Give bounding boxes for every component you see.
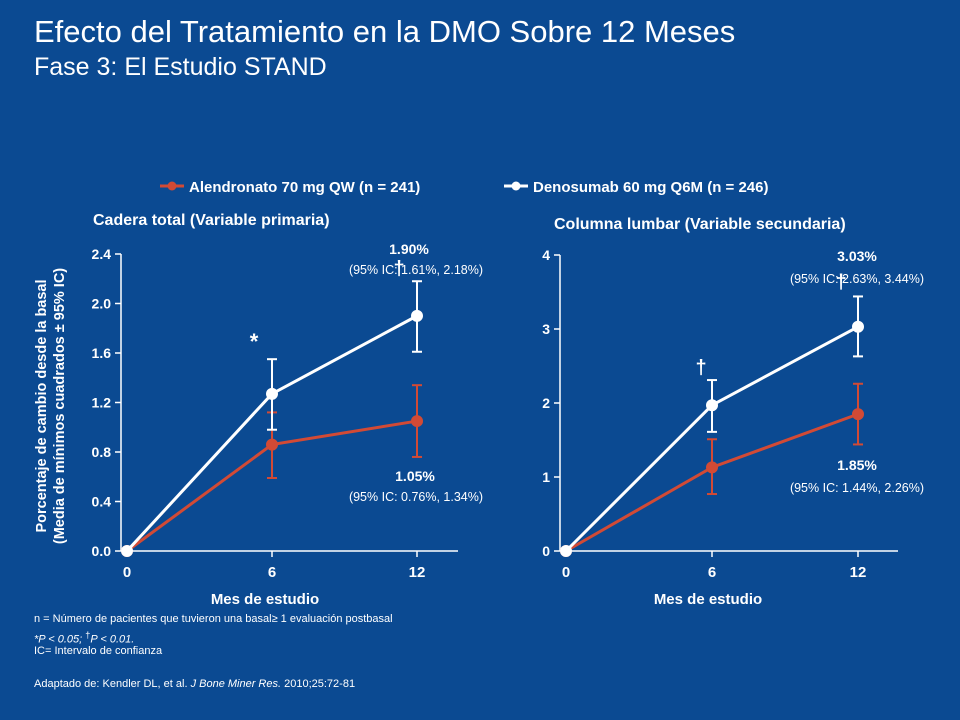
chart1-significance-marker: † [393, 258, 404, 280]
legend-marker-denosumab-icon [511, 181, 521, 191]
chart1-xtick-label: 6 [268, 564, 276, 581]
chart1-xtick-label: 0 [123, 564, 131, 581]
chart1-plot: 0.0 0.4 0.8 1.2 1.6 2.0 2.4 0 6 12 * † [92, 246, 458, 581]
chart1-point-denosumab [411, 309, 423, 322]
chart2-point-alendronate [852, 408, 864, 421]
chart2-annotation-alendronate-value: 1.85% [837, 457, 877, 473]
chart2-annotation-alendronate-ci: (95% IC: 1.44%, 2.26%) [790, 481, 924, 495]
legend-item-alendronate: Alendronato 70 mg QW (n = 241) [160, 179, 420, 196]
source-prefix: Adaptado de: Kendler DL, et al. [34, 678, 191, 690]
chart1-point-denosumab [266, 387, 278, 400]
chart2-xtick-label: 6 [708, 564, 716, 581]
chart1-ytick-label: 1.2 [92, 395, 112, 411]
footnote-source: Adaptado de: Kendler DL, et al. J Bone M… [34, 677, 355, 691]
chart1-point-alendronate [266, 438, 278, 451]
chart1-ytick-label: 1.6 [92, 345, 112, 361]
chart1-significance-marker: * [250, 329, 259, 354]
slide-subtitle: Fase 3: El Estudio STAND [34, 53, 327, 81]
chart2-ytick-label: 2 [542, 395, 550, 411]
chart1-ytick-label: 0.0 [92, 543, 112, 559]
chart2-ytick-label: 1 [542, 469, 550, 485]
chart2-ytick-label: 0 [542, 543, 550, 559]
legend-label-denosumab: Denosumab 60 mg Q6M (n = 246) [533, 179, 768, 196]
source-suffix: 2010;25:72-81 [281, 678, 356, 690]
chart2-ytick-label: 4 [542, 247, 550, 263]
chart2-annotation-denosumab-ci: (95% IC: 2.63%, 3.44%) [790, 272, 924, 286]
footnote-significance: *P < 0.05; †P < 0.01. [34, 628, 134, 647]
chart2-point-denosumab [706, 399, 718, 412]
chart2-point-denosumab [560, 545, 572, 557]
chart1-xlabel: Mes de estudio [211, 591, 319, 608]
chart2-significance-marker: † [695, 357, 706, 379]
chart2-significance-marker: † [835, 271, 846, 293]
chart2-annotation-denosumab-value: 3.03% [837, 248, 877, 264]
footnote-ic-definition: IC= Intervalo de confianza [34, 645, 163, 657]
chart1-series-denosumab [121, 280, 423, 557]
legend: Alendronato 70 mg QW (n = 241) Denosumab… [160, 179, 768, 196]
chart2-point-denosumab [852, 320, 864, 333]
chart1-point-denosumab [121, 545, 133, 557]
chart1-ytick-label: 0.8 [92, 444, 112, 460]
legend-label-alendronate: Alendronato 70 mg QW (n = 241) [189, 179, 420, 196]
chart1-ylabel-line2: (Media de mínimos cuadrados ± 95% IC) [52, 268, 68, 544]
footnote-p05: *P < 0.05; [34, 633, 86, 646]
legend-marker-alendronate-icon [167, 181, 177, 191]
chart1-xtick-label: 12 [409, 564, 426, 581]
chart1-ytick-label: 0.4 [92, 494, 112, 510]
chart1-ytick-label: 2.4 [92, 246, 112, 262]
chart2-title: Columna lumbar (Variable secundaria) [554, 216, 846, 233]
chart2-xtick-label: 12 [850, 564, 867, 581]
chart1-annotation-alendronate-ci: (95% IC: 0.76%, 1.34%) [349, 490, 483, 504]
chart2-xtick-label: 0 [562, 564, 570, 581]
chart2-point-alendronate [706, 461, 718, 474]
slide-title: Efecto del Tratamiento en la DMO Sobre 1… [34, 14, 736, 49]
chart1-title: Cadera total (Variable primaria) [93, 212, 330, 229]
chart2-ytick-label: 3 [542, 321, 550, 337]
chart1-annotation-alendronate-value: 1.05% [395, 468, 435, 484]
footnote-p01: P < 0.01. [90, 633, 135, 646]
chart2-xlabel: Mes de estudio [654, 591, 762, 608]
chart1-point-alendronate [411, 415, 423, 428]
footnote-dagger: † [85, 630, 91, 640]
legend-item-denosumab: Denosumab 60 mg Q6M (n = 246) [504, 179, 768, 196]
chart1-ytick-label: 2.0 [92, 296, 112, 312]
footnote-n-definition: n = Número de pacientes que tuvieron una… [34, 613, 393, 625]
chart1-annotation-denosumab-value: 1.90% [389, 241, 429, 257]
source-journal: J Bone Miner Res. [190, 678, 282, 690]
chart1-ylabel-line1: Porcentaje de cambio desde la basal [34, 279, 50, 532]
chart1-annotation-denosumab-ci: (95% IC: 1.61%, 2.18%) [349, 263, 483, 277]
chart2-series-denosumab [560, 295, 864, 557]
